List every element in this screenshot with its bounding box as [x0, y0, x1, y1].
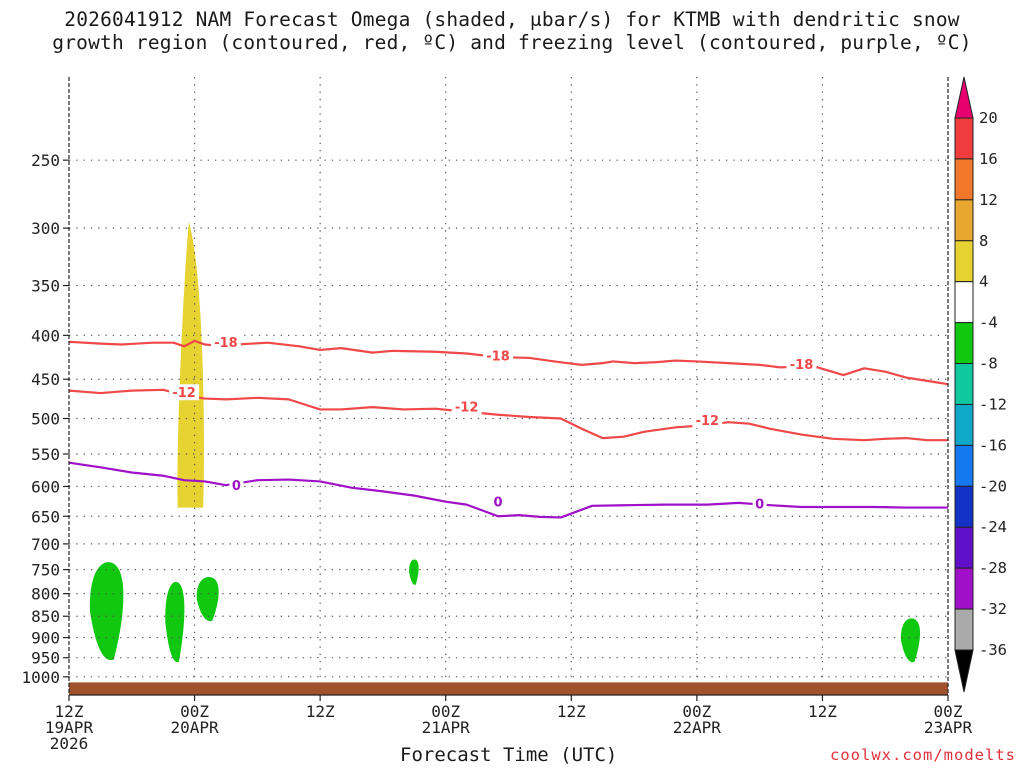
contour-label-bg — [752, 495, 767, 512]
colorbar-box — [954, 199, 974, 242]
contour-label-bg — [169, 384, 200, 401]
colorbar-box — [954, 526, 974, 569]
colorbar-tick-label: 8 — [979, 232, 988, 250]
y-tick-label: 950 — [31, 649, 60, 668]
x-tick-label: 12Z — [55, 702, 84, 721]
colorbar-tick-label: -32 — [979, 600, 1007, 618]
colorbar-top-arrow — [954, 76, 974, 119]
contour-label: 0 — [494, 496, 503, 511]
contour-label-bg — [451, 398, 482, 415]
omega-shading-layer — [89, 221, 921, 663]
x-tick-label: 00Z — [934, 702, 963, 721]
y-tick-label: 750 — [31, 561, 60, 580]
colorbar-box — [954, 444, 974, 487]
x-tick-label: 00Z — [431, 702, 460, 721]
omega-region-3 — [165, 581, 185, 663]
colorbar-box — [954, 363, 974, 405]
contour-label: 0 — [232, 479, 241, 494]
chart-title-line-1: 2026041912 NAM Forecast Omega (shaded, μ… — [64, 8, 960, 31]
colorbar-tick-label: -36 — [979, 641, 1007, 659]
colorbar-box — [954, 403, 974, 446]
contour-label: 0 — [755, 497, 764, 512]
contour-label-bg — [786, 356, 817, 373]
colorbar-box — [954, 240, 974, 283]
site-credit[interactable]: coolwx.com/modelts — [830, 746, 1016, 764]
y-tick-label: 450 — [31, 370, 60, 389]
colorbar-tick-label: -4 — [979, 314, 998, 332]
colorbar-box — [954, 567, 974, 610]
contour-label-bg — [210, 333, 241, 350]
x-tick-label: 00Z — [180, 702, 209, 721]
ground-terrain — [69, 682, 948, 695]
y-tick-label: 700 — [31, 535, 60, 554]
colorbar-tick-label: -20 — [979, 477, 1007, 495]
x-tick-label: 21APR — [422, 718, 471, 737]
contour-0-line — [68, 461, 948, 519]
colorbar-tick-label: 20 — [979, 109, 998, 127]
contour-label: -12 — [172, 386, 196, 401]
contour-label-bg — [491, 493, 506, 510]
colorbar-tick-label: -16 — [979, 436, 1007, 454]
colorbar-tick-label: -24 — [979, 518, 1007, 536]
x-tick-label: 22APR — [673, 718, 722, 737]
y-tick-label: 500 — [31, 409, 60, 428]
colorbar-tick-label: -8 — [979, 355, 998, 373]
y-tick-label: 650 — [31, 507, 60, 526]
colorbar-tick-label: 12 — [979, 191, 998, 209]
omega-region-4 — [196, 576, 219, 622]
colorbar-tick-label: 16 — [979, 150, 998, 168]
contour-layer: -18 -18 -18 -12 -12 -12 0 0 0 — [68, 333, 949, 519]
y-tick-label: 400 — [31, 326, 60, 345]
y-tick-label: 800 — [31, 585, 60, 604]
colorbar-box — [954, 322, 974, 365]
contour-label-bg — [692, 411, 723, 428]
contour-label-bg — [483, 347, 514, 364]
x-tick-label: 00Z — [682, 702, 711, 721]
colorbar-box — [954, 117, 974, 160]
omega-region-2 — [89, 562, 124, 661]
omega-region-1 — [177, 221, 204, 508]
colorbar-bottom-arrow — [954, 649, 974, 693]
x-tick-label: 12Z — [557, 702, 586, 721]
colorbar-box — [954, 608, 974, 651]
x-tick-label: 20APR — [170, 718, 219, 737]
contour-label: -18 — [214, 336, 238, 351]
x-tick-label: 19APR — [45, 718, 94, 737]
chart-title-line-2: growth region (contoured, red, ºC) and f… — [52, 31, 972, 54]
contour-label: -12 — [455, 400, 479, 415]
colorbar-box — [954, 281, 974, 324]
y-tick-label: 1000 — [21, 668, 60, 687]
y-tick-label: 300 — [31, 219, 60, 238]
omega-region-6 — [900, 618, 921, 663]
x-tick-label: 12Z — [306, 702, 335, 721]
colorbar-box — [954, 485, 974, 528]
x-tick-label: 23APR — [924, 718, 973, 737]
colorbar-tick-label: 4 — [979, 273, 988, 291]
colorbar-box — [954, 158, 974, 201]
contour-minus12-line — [68, 388, 948, 442]
omega-region-5 — [409, 559, 419, 585]
contour-label: -12 — [696, 414, 720, 429]
contour-label: -18 — [790, 358, 814, 373]
y-tick-label: 350 — [31, 277, 60, 296]
colorbar-tick-label: -12 — [979, 395, 1007, 413]
colorbar: 20 16 12 8 4 -4 -8 -12 -16 -20 -24 -28 -32 -36 — [954, 76, 1007, 693]
x-tick-label: 12Z — [808, 702, 837, 721]
colorbar-tick-label: -28 — [979, 559, 1007, 577]
y-tick-label: 900 — [31, 629, 60, 648]
contour-label: -18 — [486, 349, 510, 364]
ground-layer — [69, 682, 948, 695]
x-tick-label: 2026 — [50, 734, 89, 753]
y-tick-label: 250 — [31, 151, 60, 170]
x-axis-label: Forecast Time (UTC) — [400, 744, 618, 766]
axes: 250 300 350 400 450 500 550 600 650 700 750 800 850 9… — [21, 77, 972, 753]
y-tick-label: 600 — [31, 477, 60, 496]
y-tick-label: 850 — [31, 607, 60, 626]
contour-label-bg — [229, 477, 244, 494]
y-tick-label: 550 — [31, 445, 60, 464]
